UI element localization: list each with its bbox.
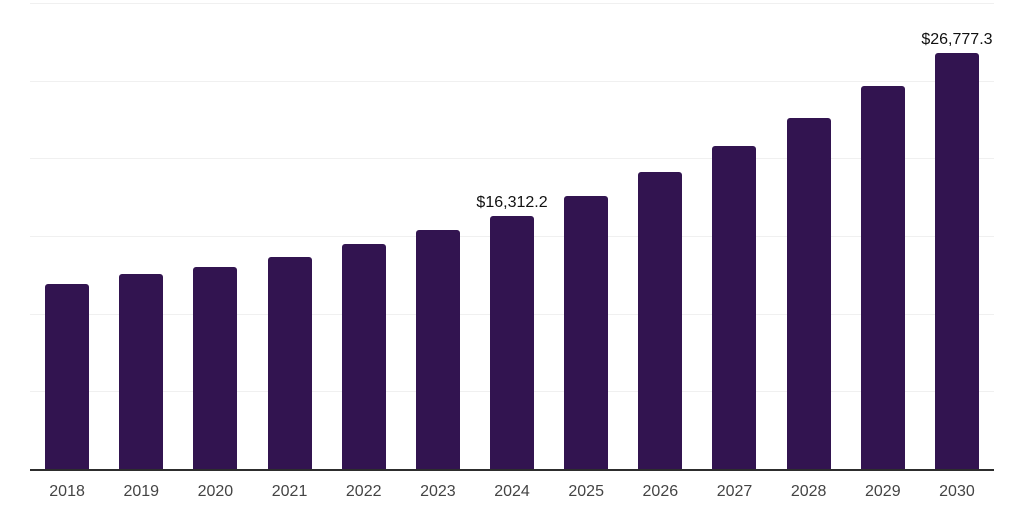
bar-2023 (415, 229, 460, 469)
x-axis-label-2026: 2026 (642, 483, 679, 500)
bar-slot-2028 (772, 3, 846, 469)
bar-2026 (638, 172, 683, 469)
bar-slot-2030: $26,777.3 (920, 3, 994, 469)
data-label-2030: $26,777.3 (921, 31, 993, 49)
x-axis-line (30, 469, 994, 471)
bar-slot-2025 (549, 3, 623, 469)
bar-2029 (860, 86, 905, 469)
x-axis-label-2021: 2021 (271, 483, 308, 500)
bar-slot-2022 (327, 3, 401, 469)
x-axis-label-2023: 2023 (420, 483, 456, 500)
bar-slot-2021 (252, 3, 326, 469)
gridline (30, 80, 994, 82)
bar-2018 (45, 284, 90, 469)
x-axis-label-2020: 2020 (197, 483, 234, 500)
x-axis-label-2018: 2018 (49, 483, 85, 500)
bar-slot-2026 (623, 3, 697, 469)
bar-slot-2023 (401, 3, 475, 469)
bar-2024 (490, 215, 535, 469)
bar-slot-2020 (178, 3, 252, 469)
bar-2021 (267, 257, 312, 469)
data-label-2024: $16,312.2 (476, 193, 548, 211)
plot-area: $16,312.2 $26,777.3 (30, 3, 994, 471)
x-axis-label-2030: 2030 (939, 483, 975, 500)
bar-2020 (193, 266, 238, 469)
bar-slot-2019 (104, 3, 178, 469)
bar-slot-2018 (30, 3, 104, 469)
x-axis-label-2027: 2027 (716, 483, 753, 500)
gridline (30, 3, 994, 4)
x-axis-label-2028: 2028 (790, 483, 827, 500)
gridline (30, 158, 994, 160)
x-axis-label-2029: 2029 (865, 483, 901, 500)
x-axis-label-2024: 2024 (494, 483, 530, 500)
bar-2019 (119, 273, 164, 469)
bar-slot-2027 (697, 3, 771, 469)
bar-slot-2024: $16,312.2 (475, 3, 549, 469)
bar-2025 (564, 195, 609, 469)
bar-2030 (934, 53, 979, 469)
bar-2027 (712, 146, 757, 469)
bar-2028 (786, 118, 831, 469)
bars-container: $16,312.2 $26,777.3 (30, 3, 994, 469)
x-axis-label-2025: 2025 (568, 483, 604, 500)
x-axis-label-2022: 2022 (345, 483, 382, 500)
bar-slot-2029 (846, 3, 920, 469)
x-axis-labels: 2018 2019 2020 2021 2022 2023 2024 2025 2026 2027… (30, 482, 994, 504)
bar-2022 (341, 244, 386, 469)
x-axis-label-2019: 2019 (123, 483, 160, 500)
